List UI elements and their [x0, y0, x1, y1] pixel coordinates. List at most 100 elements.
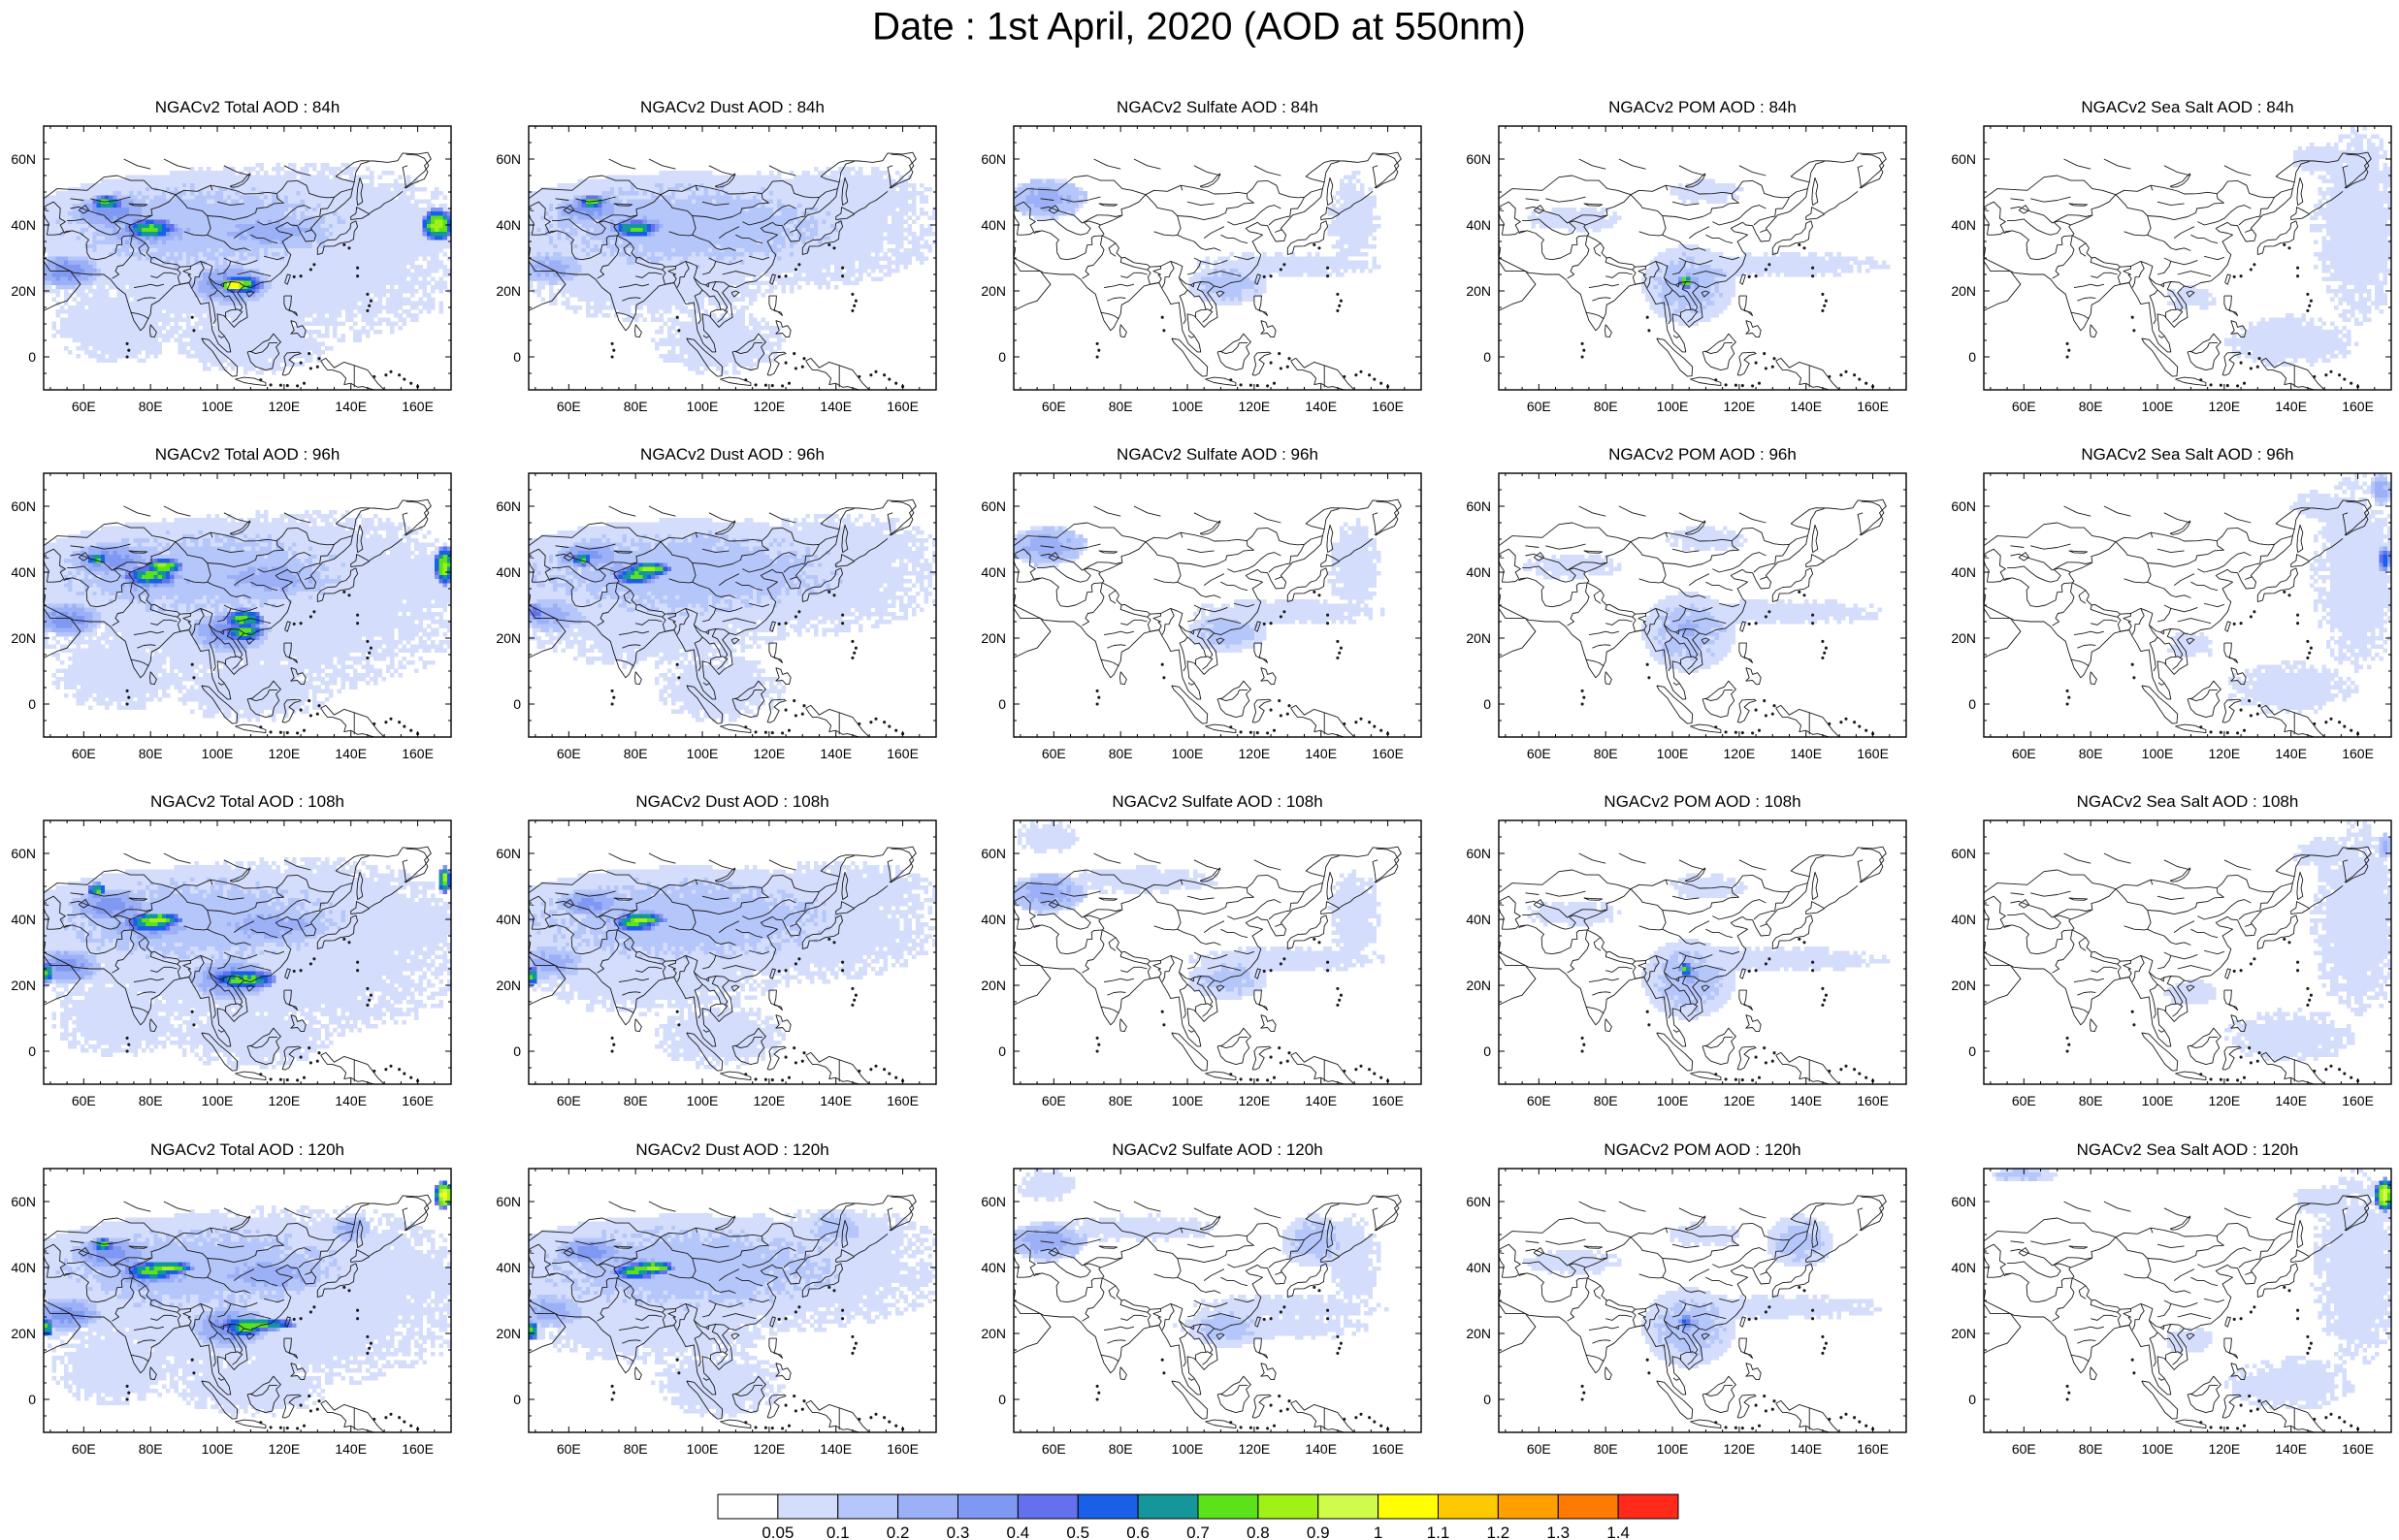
x-tick-label: 120E [754, 746, 786, 761]
y-tick-label: 40N [1466, 912, 1491, 927]
x-tick-label: 120E [1239, 1093, 1271, 1108]
y-tick-label: 40N [981, 564, 1006, 580]
y-tick-label: 40N [496, 1260, 521, 1275]
map-panel: NGACv2 Sulfate AOD : 120h 60E 80E 100E 120E 1… [981, 1140, 1422, 1457]
map-panel: NGACv2 Sea Salt AOD : 84h 60E 80E 100E 120E 1… [1951, 98, 2392, 414]
panel-title: NGACv2 Dust AOD : 108h [635, 792, 828, 811]
panel-title: NGACv2 Total AOD : 108h [150, 792, 344, 811]
map-panel: NGACv2 Sea Salt AOD : 96h 60E 80E 100E 120E 1… [1951, 445, 2392, 761]
y-tick-label: 60N [1951, 1194, 1976, 1209]
panel-title: NGACv2 Sea Salt AOD : 108h [2077, 792, 2299, 811]
x-tick-label: 160E [1857, 1441, 1889, 1457]
x-tick-label: 120E [269, 1441, 301, 1457]
x-tick-label: 80E [1109, 1093, 1133, 1108]
x-tick-label: 120E [1724, 399, 1756, 414]
colorbar-swatch [777, 1493, 839, 1520]
x-tick-label: 60E [1042, 1441, 1066, 1457]
panel-title: NGACv2 Sea Salt AOD : 120h [2077, 1140, 2299, 1159]
y-tick-label: 60N [11, 1194, 36, 1209]
x-tick-label: 80E [1594, 1093, 1618, 1108]
coastlines [1984, 846, 2372, 1084]
x-tick-label: 80E [624, 1093, 648, 1108]
colorbar-label: 0.9 [1307, 1524, 1330, 1540]
x-tick-label: 140E [335, 746, 367, 761]
y-tick-label: 20N [496, 978, 521, 993]
y-tick-label: 0 [998, 349, 1006, 365]
y-tick-label: 0 [513, 1392, 521, 1407]
x-tick-label: 140E [2275, 399, 2307, 414]
x-tick-label: 60E [2012, 1441, 2036, 1457]
y-tick-label: 60N [981, 1194, 1006, 1209]
colorbar-swatch [1317, 1493, 1379, 1520]
x-tick-label: 60E [72, 746, 96, 761]
panel-title: NGACv2 Sulfate AOD : 96h [1117, 445, 1318, 464]
x-tick-label: 80E [624, 399, 648, 414]
x-tick-label: 80E [1594, 399, 1618, 414]
x-tick-label: 100E [687, 746, 719, 761]
x-tick-label: 80E [2079, 1093, 2103, 1108]
map-panel: NGACv2 Total AOD : 84h 60E 80E 100E 120E 140E… [11, 98, 452, 414]
x-tick-label: 80E [139, 399, 163, 414]
coastlines [1014, 151, 1402, 390]
y-tick-label: 60N [11, 498, 36, 514]
x-tick-label: 60E [1527, 1441, 1551, 1457]
colorbar-label: 0.6 [1126, 1524, 1150, 1540]
x-tick-label: 60E [557, 1441, 581, 1457]
aod-field [1992, 1169, 2391, 1410]
coastlines [529, 1194, 917, 1432]
x-tick-label: 80E [139, 1441, 163, 1457]
x-tick-label: 100E [1172, 399, 1204, 414]
colorbar-swatch [1257, 1493, 1319, 1520]
x-tick-label: 140E [1790, 746, 1822, 761]
panel-grid: NGACv2 Total AOD : 84h 60E 80E 100E 120E 140E… [11, 98, 2392, 1457]
x-tick-label: 140E [2275, 746, 2307, 761]
y-tick-label: 20N [1466, 283, 1491, 299]
map-panel: NGACv2 POM AOD : 120h 60E 80E 100E 120E 140E 1… [1466, 1140, 1907, 1457]
x-tick-label: 140E [1305, 1093, 1337, 1108]
x-tick-label: 160E [402, 746, 434, 761]
map-panel: NGACv2 Dust AOD : 96h 60E 80E 100E 120E 140E 1… [496, 445, 937, 761]
x-tick-label: 140E [1790, 399, 1822, 414]
x-tick-label: 60E [557, 1093, 581, 1108]
x-tick-label: 100E [1657, 399, 1689, 414]
x-tick-label: 60E [557, 399, 581, 414]
colorbar-label: 1.3 [1546, 1524, 1570, 1540]
coastlines [44, 1194, 432, 1432]
x-tick-label: 160E [1372, 1093, 1404, 1108]
aod-field [44, 856, 451, 1070]
colorbar-label: 0.3 [947, 1524, 970, 1540]
aod-field [2167, 126, 2391, 368]
x-tick-label: 80E [1594, 746, 1618, 761]
panel-title: NGACv2 Dust AOD : 120h [635, 1140, 828, 1159]
aod-field [2162, 820, 2391, 1062]
y-tick-label: 0 [1483, 696, 1491, 712]
x-tick-label: 80E [624, 746, 648, 761]
x-tick-label: 100E [1172, 746, 1204, 761]
map-panel: NGACv2 Sulfate AOD : 108h 60E 80E 100E 120E 1… [981, 792, 1422, 1108]
panel-title: NGACv2 Total AOD : 84h [155, 98, 340, 116]
y-tick-label: 40N [496, 564, 521, 580]
x-tick-label: 100E [1172, 1441, 1204, 1457]
aod-field [44, 162, 451, 375]
y-tick-label: 0 [1483, 1043, 1491, 1059]
x-tick-label: 80E [624, 1441, 648, 1457]
panel-title: NGACv2 Sulfate AOD : 120h [1112, 1140, 1322, 1159]
panel-title: NGACv2 POM AOD : 108h [1604, 792, 1800, 811]
y-tick-label: 20N [981, 283, 1006, 299]
aod-field [1014, 171, 1381, 306]
coastlines [1984, 1194, 2372, 1432]
y-tick-label: 40N [496, 912, 521, 927]
y-tick-label: 40N [496, 217, 521, 233]
x-tick-label: 160E [2342, 746, 2374, 761]
x-tick-label: 100E [202, 399, 234, 414]
aod-field [529, 861, 936, 1070]
coastlines [529, 846, 917, 1084]
panel-title: NGACv2 POM AOD : 84h [1608, 98, 1797, 116]
y-tick-label: 60N [1466, 151, 1491, 167]
x-tick-label: 120E [269, 746, 301, 761]
y-tick-label: 0 [1968, 349, 1976, 365]
x-tick-label: 160E [2342, 1093, 2374, 1108]
aod-field [529, 167, 936, 375]
x-tick-label: 80E [1109, 1441, 1133, 1457]
